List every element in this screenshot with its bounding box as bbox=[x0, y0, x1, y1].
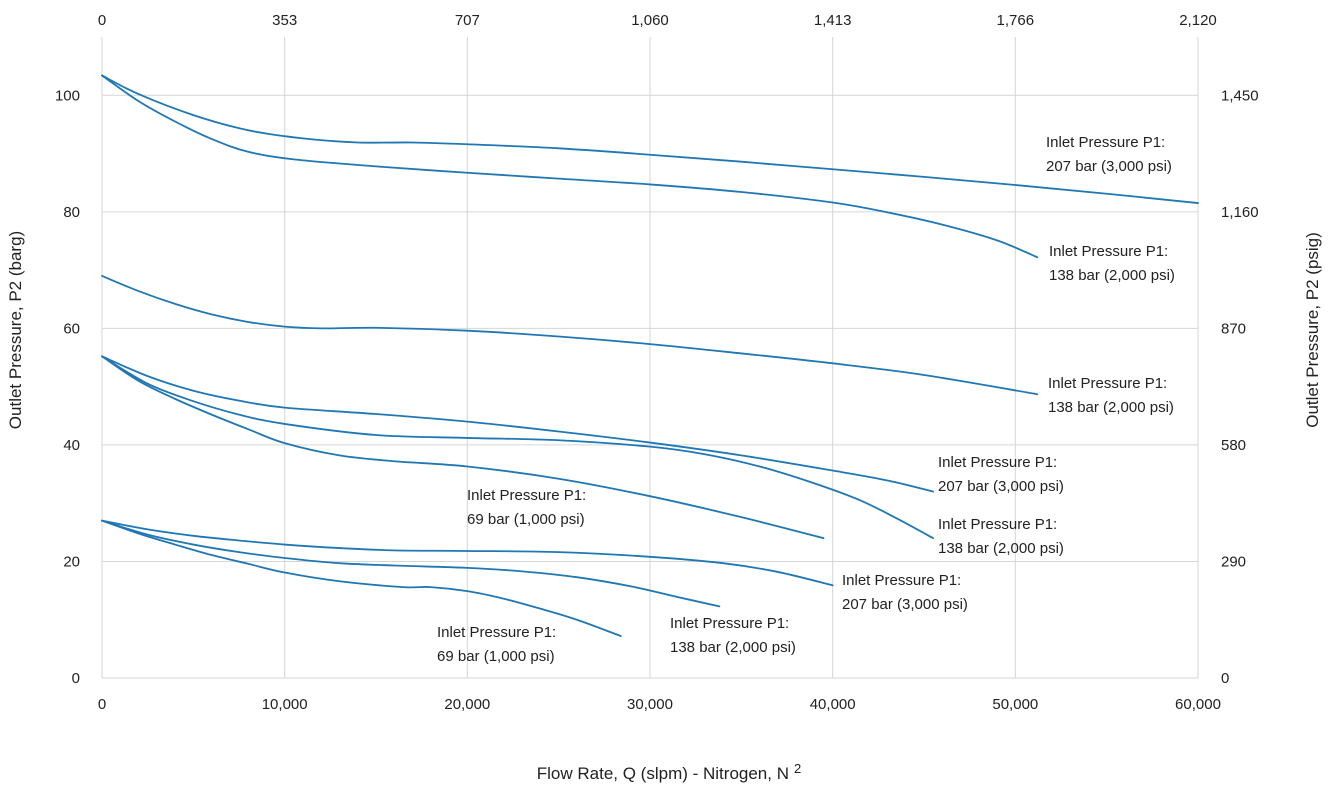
series-annotation-line: 138 bar (2,000 psi) bbox=[670, 639, 796, 656]
series-annotation-line: Inlet Pressure P1: bbox=[842, 572, 961, 589]
series-annotation-2: Inlet Pressure P1: 138 bar (2,000 psi) bbox=[1049, 243, 1175, 284]
series-annotation-line: Inlet Pressure P1: bbox=[437, 624, 556, 641]
top-tick-label: 2,120 bbox=[1179, 12, 1217, 29]
series-line-1 bbox=[101, 74, 1199, 204]
y-tick-label-left: 60 bbox=[63, 320, 80, 337]
x-axis-title-text: Flow Rate, Q (slpm) - Nitrogen, N bbox=[537, 764, 789, 783]
top-tick-label: 1,413 bbox=[814, 12, 852, 29]
series-annotation-line: 207 bar (3,000 psi) bbox=[842, 596, 968, 613]
x-axis-title: Flow Rate, Q (slpm) - Nitrogen, N 2 bbox=[537, 761, 801, 783]
series-annotations: Inlet Pressure P1: 207 bar (3,000 psi)Inl… bbox=[437, 134, 1175, 665]
series-annotation-line: 138 bar (2,000 psi) bbox=[1048, 399, 1174, 416]
top-tick-label: 353 bbox=[272, 12, 297, 29]
series-annotation-line: Inlet Pressure P1: bbox=[670, 615, 789, 632]
series-line-2 bbox=[101, 74, 1039, 259]
series-line-7 bbox=[101, 519, 834, 587]
y-tick-label-left: 80 bbox=[63, 204, 80, 221]
series-annotation-7: Inlet Pressure P1: 207 bar (3,000 psi) bbox=[842, 572, 968, 613]
y-tick-label-right: 580 bbox=[1221, 437, 1246, 454]
series-annotation-3: Inlet Pressure P1: 138 bar (2,000 psi) bbox=[1048, 375, 1174, 416]
y-axis-title-left: Outlet Pressure, P2 (barg) bbox=[6, 231, 25, 429]
y-tick-label-right: 1,160 bbox=[1221, 204, 1259, 221]
series-annotation-line: Inlet Pressure P1: bbox=[1046, 134, 1165, 151]
y-tick-label-right: 0 bbox=[1221, 670, 1229, 687]
series-annotation-line: Inlet Pressure P1: bbox=[467, 487, 586, 504]
y-tick-label-left: 100 bbox=[55, 87, 80, 104]
series-annotation-line: Inlet Pressure P1: bbox=[938, 516, 1057, 533]
series-annotation-6: Inlet Pressure P1: 69 bar (1,000 psi) bbox=[467, 487, 586, 528]
x-tick-label: 50,000 bbox=[992, 696, 1038, 713]
series-annotation-line: Inlet Pressure P1: bbox=[1049, 243, 1168, 260]
series-annotation-line: 69 bar (1,000 psi) bbox=[467, 511, 585, 528]
x-tick-label: 20,000 bbox=[444, 696, 490, 713]
series-annotation-line: Inlet Pressure P1: bbox=[938, 454, 1057, 471]
series-line-3 bbox=[101, 275, 1039, 396]
series-annotation-line: 207 bar (3,000 psi) bbox=[938, 478, 1064, 495]
x-tick-label: 0 bbox=[98, 696, 106, 713]
x-tick-label: 10,000 bbox=[262, 696, 308, 713]
series-annotation-line: 138 bar (2,000 psi) bbox=[1049, 267, 1175, 284]
y-tick-label-right: 1,450 bbox=[1221, 87, 1259, 104]
y-tick-label-left: 40 bbox=[63, 437, 80, 454]
top-tick-label: 1,060 bbox=[631, 12, 669, 29]
y-axis-title-right: Outlet Pressure, P2 (psig) bbox=[1303, 232, 1322, 428]
series-annotation-9: Inlet Pressure P1: 69 bar (1,000 psi) bbox=[437, 624, 556, 665]
series-annotation-5: Inlet Pressure P1: 138 bar (2,000 psi) bbox=[938, 516, 1064, 557]
series-line-9 bbox=[101, 519, 622, 637]
series-line-4 bbox=[101, 355, 935, 493]
series-annotation-1: Inlet Pressure P1: 207 bar (3,000 psi) bbox=[1046, 134, 1172, 175]
series-lines bbox=[101, 74, 1199, 637]
tick-labels: 0 0 10,000 353 20,000 707 30,000 1,060 40,000 1,4… bbox=[55, 12, 1259, 713]
x-tick-label: 60,000 bbox=[1175, 696, 1221, 713]
x-tick-label: 40,000 bbox=[810, 696, 856, 713]
series-annotation-8: Inlet Pressure P1: 138 bar (2,000 psi) bbox=[670, 615, 796, 656]
top-tick-label: 707 bbox=[455, 12, 480, 29]
series-line-5 bbox=[101, 355, 935, 540]
gridlines bbox=[101, 37, 1199, 679]
y-tick-label-left: 0 bbox=[72, 670, 80, 687]
series-line-8 bbox=[101, 519, 721, 608]
series-annotation-4: Inlet Pressure P1: 207 bar (3,000 psi) bbox=[938, 454, 1064, 495]
y-tick-label-right: 870 bbox=[1221, 320, 1246, 337]
series-line-6 bbox=[101, 355, 825, 540]
top-tick-label: 0 bbox=[98, 12, 106, 29]
y-tick-label-right: 290 bbox=[1221, 553, 1246, 570]
x-tick-label: 30,000 bbox=[627, 696, 673, 713]
x-axis-title-subscript: 2 bbox=[794, 761, 801, 776]
series-annotation-line: 207 bar (3,000 psi) bbox=[1046, 158, 1172, 175]
series-annotation-line: Inlet Pressure P1: bbox=[1048, 375, 1167, 392]
y-tick-label-left: 20 bbox=[63, 553, 80, 570]
top-tick-label: 1,766 bbox=[997, 12, 1035, 29]
series-annotation-line: 138 bar (2,000 psi) bbox=[938, 540, 1064, 557]
series-annotation-line: 69 bar (1,000 psi) bbox=[437, 648, 555, 665]
